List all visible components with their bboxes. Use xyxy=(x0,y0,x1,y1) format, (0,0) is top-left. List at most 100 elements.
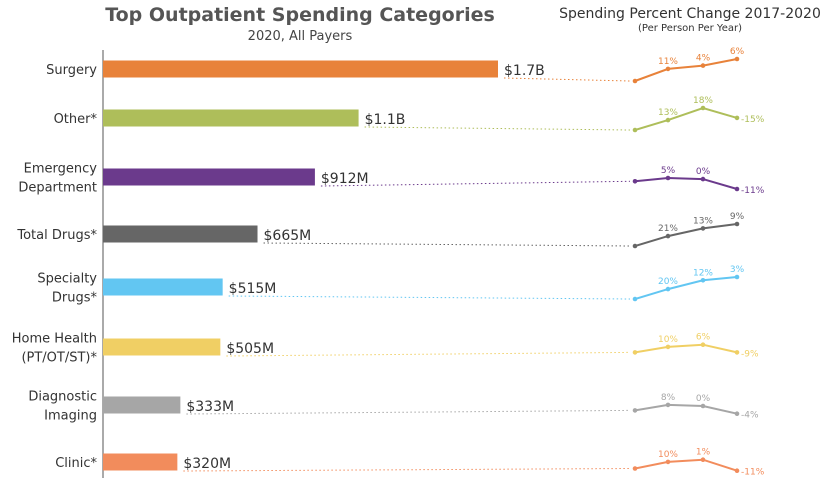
sparkline-point xyxy=(734,468,740,474)
sparkline-label: 13% xyxy=(693,216,713,226)
sparkline-point xyxy=(665,175,671,181)
sparkline-label: 0% xyxy=(696,167,711,177)
category-row: Surgery $1.7B 11% 4% 6% xyxy=(46,47,745,84)
sparkline-label: 18% xyxy=(693,96,713,106)
sparkline-point xyxy=(632,408,638,413)
sparkline-point xyxy=(700,403,706,409)
sparkline-label: 21% xyxy=(658,224,678,234)
sparkline-point xyxy=(734,411,740,417)
sparkline-point xyxy=(734,221,740,227)
sparkline-label: 11% xyxy=(658,57,678,67)
sparkline-point xyxy=(665,233,671,239)
category-row: Diagnostic Imaging $333M 8% 0% -4% xyxy=(28,390,759,424)
sparkline-label: 9% xyxy=(730,212,745,222)
category-row: Other* $1.1B 13% 18% -15% xyxy=(54,96,765,133)
sparkline xyxy=(634,458,738,472)
sparkline-label: 13% xyxy=(658,108,678,118)
category-row: Home Health (PT/OT/ST)* $505M 10% 6% -9% xyxy=(12,332,759,366)
sparkline xyxy=(634,276,738,300)
category-label: Other* xyxy=(54,112,98,127)
sparkline-point xyxy=(700,226,706,231)
sparkline-point xyxy=(632,78,638,84)
sparkline-label: -15% xyxy=(741,115,765,125)
sparkline-label: 3% xyxy=(730,265,745,275)
category-label: Clinic* xyxy=(55,456,97,471)
sparkline-point xyxy=(700,278,706,283)
bar-value-label: $333M xyxy=(186,399,234,415)
category-label: Emergency xyxy=(24,162,98,177)
sparkline-point xyxy=(632,243,638,249)
sparkline-label: -9% xyxy=(741,349,759,359)
sparkline-point xyxy=(632,179,638,184)
chart-subtitle: 2020, All Payers xyxy=(248,29,353,44)
bar xyxy=(103,453,178,471)
sparkline-point xyxy=(632,296,638,302)
category-label: Surgery xyxy=(46,63,97,78)
sparkline-label: 10% xyxy=(658,450,678,460)
sparkline-label: -4% xyxy=(741,411,759,421)
sparkline-point xyxy=(665,286,671,292)
sparkline-label: 8% xyxy=(661,393,676,403)
category-label: Specialty xyxy=(37,272,97,287)
bar-value-label: $515M xyxy=(229,281,277,297)
leader-line xyxy=(186,409,631,415)
sparkline-label: 0% xyxy=(696,394,711,404)
category-label: Imaging xyxy=(44,409,97,424)
bar-value-label: $665M xyxy=(264,228,312,244)
leader-line xyxy=(183,468,631,472)
sparkline-point xyxy=(700,176,706,182)
category-label: (PT/OT/ST)* xyxy=(21,351,97,366)
sparkline-label: 10% xyxy=(658,335,678,345)
leader-line xyxy=(364,126,631,131)
sparkline-label: 4% xyxy=(696,54,711,64)
sparkline xyxy=(634,106,738,131)
sparkline-label: 20% xyxy=(658,277,678,287)
sparkline xyxy=(634,223,738,247)
category-label: Department xyxy=(18,181,97,196)
category-label: Drugs* xyxy=(52,291,98,306)
sparkline-point xyxy=(700,63,706,68)
category-label: Home Health xyxy=(12,332,97,347)
sparkline-label: -11% xyxy=(741,186,765,196)
category-row: Specialty Drugs* $515M 20% 12% 3% xyxy=(37,265,744,306)
bar xyxy=(103,109,359,127)
chart-title: Top Outpatient Spending Categories xyxy=(105,4,495,26)
sparkline-point xyxy=(665,66,671,72)
category-label: Total Drugs* xyxy=(16,228,97,243)
sparkline-point xyxy=(734,186,740,192)
sparkline-point xyxy=(700,105,706,111)
sparkline-point xyxy=(665,402,671,408)
leader-line xyxy=(226,351,631,357)
bar xyxy=(103,225,258,243)
sparkline-point xyxy=(632,350,638,355)
bar-value-label: $1.7B xyxy=(504,63,545,79)
bar xyxy=(103,278,223,296)
bar xyxy=(103,168,315,186)
sparkline-point xyxy=(734,56,740,62)
bar-value-label: $320M xyxy=(183,456,231,472)
category-row: Total Drugs* $665M 21% 13% 9% xyxy=(16,212,745,249)
bar-value-label: $505M xyxy=(226,341,274,357)
chart-rows: Surgery $1.7B 11% 4% 6% Other* $1.1B 13% 18% -15%… xyxy=(12,47,765,478)
sparkline xyxy=(634,343,738,354)
leader-line xyxy=(228,295,631,300)
leader-line xyxy=(503,77,631,82)
sparkline-label: 6% xyxy=(696,333,711,343)
sparkline-title: Spending Percent Change 2017-2020 xyxy=(559,6,821,22)
sparkline-point xyxy=(632,466,638,471)
bar xyxy=(103,338,221,356)
sparkline-point xyxy=(734,350,740,355)
sparkline-point xyxy=(665,344,671,350)
leader-line xyxy=(263,242,631,247)
sparkline-label: 5% xyxy=(661,166,676,176)
sparkline xyxy=(634,403,738,415)
sparkline-point xyxy=(665,459,671,465)
category-label: Diagnostic xyxy=(28,390,97,405)
category-row: Clinic* $320M 10% 1% -11% xyxy=(55,448,765,478)
sparkline-label: 12% xyxy=(693,268,713,278)
bar-value-label: $1.1B xyxy=(365,112,406,128)
sparkline xyxy=(634,58,738,82)
sparkline-subtitle: (Per Person Per Year) xyxy=(638,23,742,34)
sparkline-label: -11% xyxy=(741,468,765,478)
